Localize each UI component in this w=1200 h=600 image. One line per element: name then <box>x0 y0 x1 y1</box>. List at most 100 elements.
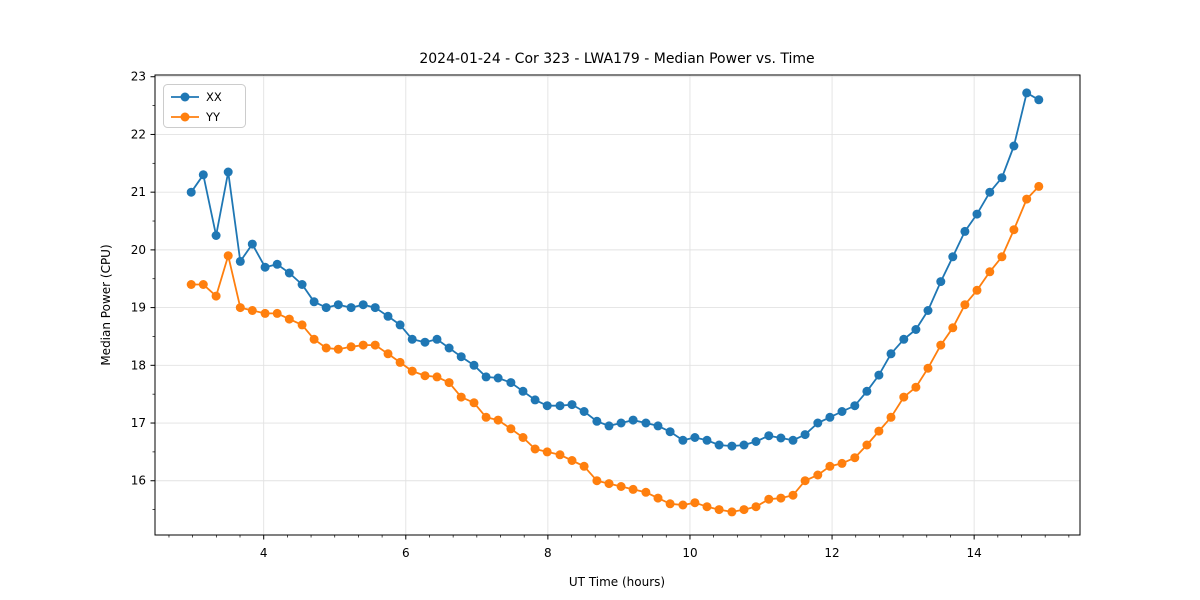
data-point-xx <box>616 418 626 428</box>
data-point-yy <box>923 363 933 373</box>
y-tick-label: 16 <box>131 474 146 488</box>
series-line-xx <box>190 92 1040 448</box>
data-point-yy <box>739 505 749 515</box>
data-point-yy <box>788 490 798 500</box>
tick-layer: 4 6 8 10 12 14 16 17 18 19 20 21 22 23 <box>131 70 1070 560</box>
data-point-yy <box>665 499 675 509</box>
data-point-xx <box>297 280 307 289</box>
data-point-xx <box>678 435 688 445</box>
data-point-yy <box>702 502 712 512</box>
data-point-xx <box>997 173 1007 183</box>
data-point-xx <box>714 440 724 450</box>
data-point-yy <box>751 502 761 512</box>
data-point-xx <box>899 334 909 344</box>
data-point-xx <box>764 431 774 441</box>
legend: XX YY <box>163 84 246 128</box>
data-point-yy <box>714 505 724 515</box>
data-point-xx <box>211 231 221 240</box>
data-point-xx <box>223 167 233 177</box>
data-point-xx <box>1009 141 1019 151</box>
data-point-yy <box>825 461 835 471</box>
data-point-xx <box>260 262 270 272</box>
data-point-yy <box>653 493 663 503</box>
x-tick-label: 12 <box>824 546 839 560</box>
data-point-yy <box>1009 225 1019 235</box>
data-point-yy <box>481 412 491 422</box>
data-point-xx <box>604 421 614 431</box>
x-tick-label: 14 <box>967 546 982 560</box>
data-point-yy <box>260 308 270 318</box>
data-point-xx <box>886 349 896 359</box>
data-point-yy <box>223 251 233 261</box>
data-point-xx <box>469 360 479 370</box>
data-point-xx <box>456 352 466 362</box>
legend-box <box>163 84 246 128</box>
data-point-xx <box>506 378 516 388</box>
data-point-yy <box>284 314 294 324</box>
data-point-yy <box>444 378 454 388</box>
x-tick-label: 4 <box>260 546 268 560</box>
data-point-yy <box>493 415 503 425</box>
data-point-yy <box>1034 181 1044 191</box>
data-point-xx <box>493 373 503 383</box>
data-point-xx <box>702 435 712 445</box>
y-tick-label: 17 <box>131 416 146 430</box>
data-point-xx <box>628 415 638 425</box>
y-tick-label: 20 <box>131 243 146 257</box>
data-point-yy <box>407 366 417 376</box>
data-point-yy <box>198 280 208 289</box>
data-point-yy <box>862 440 872 450</box>
data-point-xx <box>567 400 577 410</box>
data-point-xx <box>911 325 921 334</box>
data-point-xx <box>788 435 798 445</box>
data-point-yy <box>211 291 221 301</box>
data-point-yy <box>592 476 602 486</box>
y-tick-label: 18 <box>131 358 146 372</box>
y-tick-label: 21 <box>131 185 146 199</box>
data-point-yy <box>186 280 196 289</box>
data-point-xx <box>592 416 602 426</box>
data-point-yy <box>333 344 343 354</box>
data-point-yy <box>555 450 565 460</box>
data-point-xx <box>690 433 700 442</box>
x-axis-label: UT Time (hours) <box>569 575 665 589</box>
data-point-yy <box>727 507 737 517</box>
data-point-yy <box>972 285 982 295</box>
data-point-xx <box>420 337 430 347</box>
data-point-xx <box>825 412 835 422</box>
legend-label-xx: XX <box>206 90 222 104</box>
data-point-yy <box>542 447 552 457</box>
data-point-xx <box>653 421 663 431</box>
data-point-xx <box>272 259 282 269</box>
data-point-xx <box>665 427 675 437</box>
y-tick-label: 19 <box>131 301 146 315</box>
data-point-xx <box>862 386 872 396</box>
data-point-yy <box>309 334 319 344</box>
data-point-xx <box>555 401 565 411</box>
data-point-yy <box>960 300 970 310</box>
data-point-yy <box>567 456 577 465</box>
data-point-xx <box>346 303 356 313</box>
data-point-yy <box>321 343 331 353</box>
series-line-yy <box>191 185 1040 513</box>
data-point-yy <box>346 342 356 352</box>
data-point-xx <box>936 277 946 287</box>
data-point-yy <box>432 372 442 382</box>
data-point-yy <box>469 398 479 408</box>
data-point-yy <box>997 252 1007 262</box>
data-point-yy <box>383 349 393 359</box>
data-point-xx <box>751 437 761 446</box>
data-point-xx <box>444 343 454 353</box>
data-point-xx <box>874 370 884 380</box>
grid-layer <box>155 75 1080 535</box>
data-point-xx <box>395 320 405 330</box>
data-point-yy <box>813 470 823 480</box>
data-point-xx <box>284 268 294 278</box>
data-point-xx <box>370 303 380 313</box>
data-point-yy <box>899 392 909 402</box>
data-point-yy <box>579 461 589 471</box>
data-point-yy <box>837 458 847 468</box>
data-point-xx <box>186 187 196 197</box>
